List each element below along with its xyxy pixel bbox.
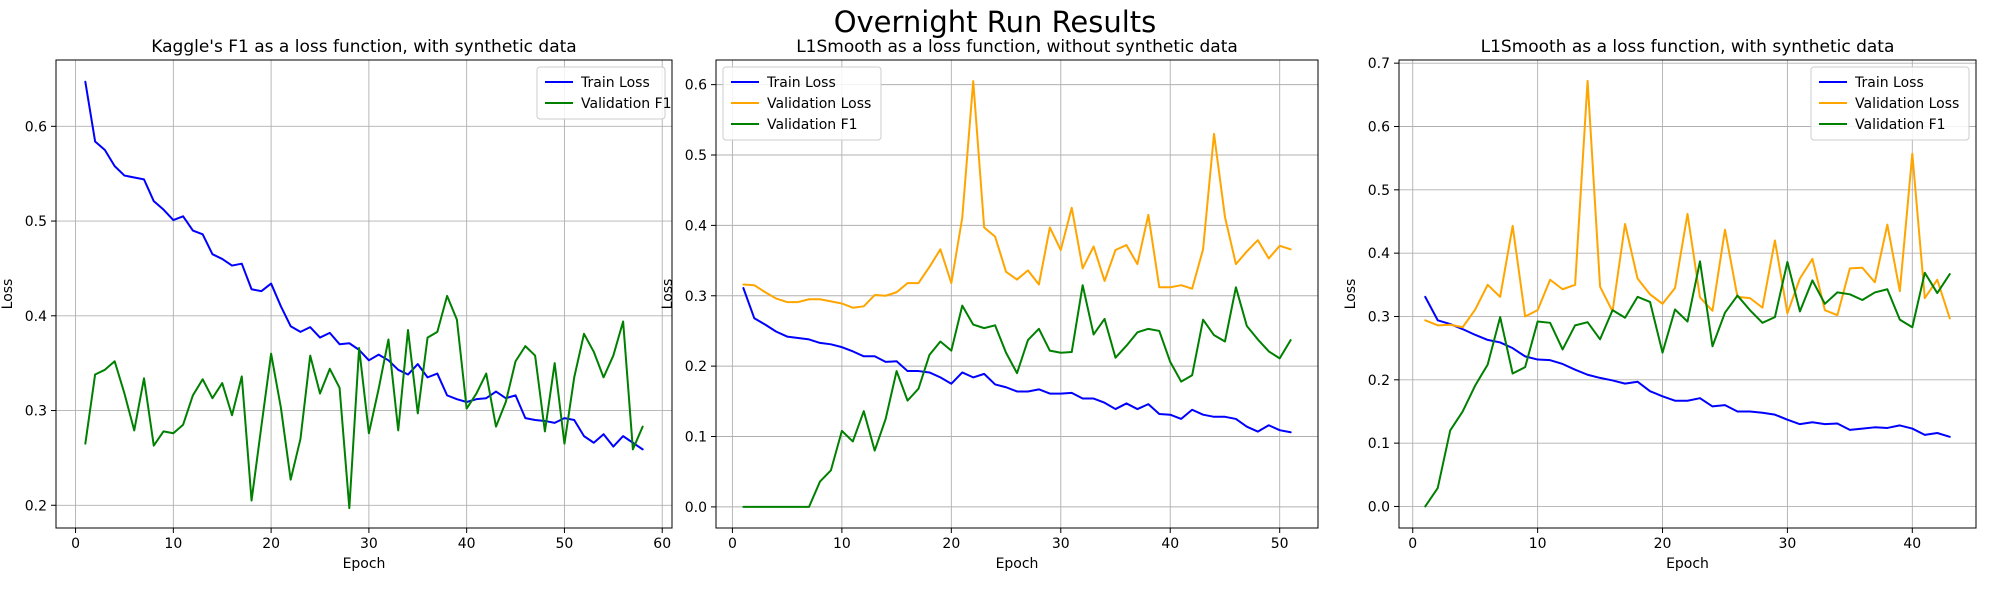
legend-label: Validation F1 <box>1855 117 1946 133</box>
series-line-validation-f1 <box>84 294 644 510</box>
x-tick-label: 0 <box>71 536 80 552</box>
legend: Train Loss Validation Loss Validation F1 <box>1810 66 1970 141</box>
y-tick-label: 0.0 <box>1368 499 1390 515</box>
x-tick-label: 10 <box>1529 536 1547 552</box>
x-axis-label: Epoch <box>996 556 1039 572</box>
chart-title: L1Smooth as a loss function, without syn… <box>796 37 1238 57</box>
y-axis-label: Loss <box>1343 279 1359 310</box>
legend-box <box>722 66 882 141</box>
legend-box <box>1810 66 1970 141</box>
legend-label: Validation Loss <box>1855 96 1959 112</box>
x-tick-label: 30 <box>1778 536 1796 552</box>
y-tick-label: 0.4 <box>1368 246 1390 262</box>
x-tick-label: 60 <box>653 536 671 552</box>
y-tick-label: 0.0 <box>685 500 707 516</box>
x-tick-label: 20 <box>1654 536 1672 552</box>
x-tick-label: 20 <box>942 536 960 552</box>
chart-panel-2: L1Smooth as a loss function, without syn… <box>660 37 1319 572</box>
legend: Train Loss Validation Loss Validation F1 <box>722 66 882 141</box>
y-tick-label: 0.2 <box>25 498 47 514</box>
chart-panel-1: Kaggle's F1 as a loss function, with syn… <box>0 37 673 572</box>
series-line-validation-f1 <box>1424 260 1951 508</box>
x-axis-label: Epoch <box>343 556 386 572</box>
x-tick-label: 30 <box>1052 536 1070 552</box>
legend-label: Train Loss <box>1854 75 1924 91</box>
y-tick-label: 0.5 <box>1368 183 1390 199</box>
chart-title: L1Smooth as a loss function, with synthe… <box>1481 37 1895 57</box>
legend: Train Loss Validation F1 <box>536 66 672 120</box>
x-tick-label: 40 <box>458 536 476 552</box>
y-tick-label: 0.3 <box>25 404 47 420</box>
y-tick-label: 0.5 <box>685 148 707 164</box>
series-line-train-loss <box>742 287 1292 434</box>
plot-frame <box>715 59 1319 529</box>
legend-label: Validation F1 <box>581 96 672 112</box>
y-tick-label: 0.2 <box>1368 373 1390 389</box>
y-tick-label: 0.2 <box>685 359 707 375</box>
y-tick-label: 0.6 <box>25 119 47 135</box>
series-line-train-loss <box>84 80 644 451</box>
series-line-validation-f1 <box>742 284 1292 508</box>
plot-frame <box>55 59 673 529</box>
y-axis-label: Loss <box>0 279 16 310</box>
y-tick-label: 0.7 <box>1368 56 1390 72</box>
y-tick-label: 0.5 <box>25 214 47 230</box>
x-tick-label: 50 <box>1271 536 1289 552</box>
series-line-train-loss <box>1424 295 1951 438</box>
series-line-validation-loss <box>1424 79 1951 329</box>
x-axis-label: Epoch <box>1666 556 1709 572</box>
x-tick-label: 10 <box>164 536 182 552</box>
plot-frame <box>1398 59 1977 529</box>
legend-label: Validation Loss <box>767 96 871 112</box>
legend-label: Train Loss <box>766 75 836 91</box>
x-tick-label: 50 <box>556 536 574 552</box>
x-tick-label: 40 <box>1161 536 1179 552</box>
legend-label: Train Loss <box>580 75 650 91</box>
chart-panel-3: L1Smooth as a loss function, with synthe… <box>1343 37 1977 572</box>
y-tick-label: 0.4 <box>25 309 47 325</box>
x-tick-label: 30 <box>360 536 378 552</box>
y-tick-label: 0.6 <box>1368 119 1390 135</box>
y-tick-label: 0.1 <box>685 430 707 446</box>
legend-box <box>536 66 666 120</box>
y-tick-label: 0.4 <box>685 218 707 234</box>
x-tick-label: 20 <box>262 536 280 552</box>
y-tick-label: 0.3 <box>1368 309 1390 325</box>
x-tick-label: 0 <box>728 536 737 552</box>
figure-title: Overnight Run Results <box>834 5 1157 39</box>
y-tick-label: 0.1 <box>1368 436 1390 452</box>
chart-title: Kaggle's F1 as a loss function, with syn… <box>151 37 576 57</box>
x-tick-label: 10 <box>833 536 851 552</box>
y-axis-label: Loss <box>660 279 676 310</box>
x-tick-label: 0 <box>1408 536 1417 552</box>
x-tick-label: 40 <box>1903 536 1921 552</box>
y-tick-label: 0.6 <box>685 78 707 94</box>
y-tick-label: 0.3 <box>685 289 707 305</box>
legend-label: Validation F1 <box>767 117 858 133</box>
series-line-validation-loss <box>742 80 1292 309</box>
